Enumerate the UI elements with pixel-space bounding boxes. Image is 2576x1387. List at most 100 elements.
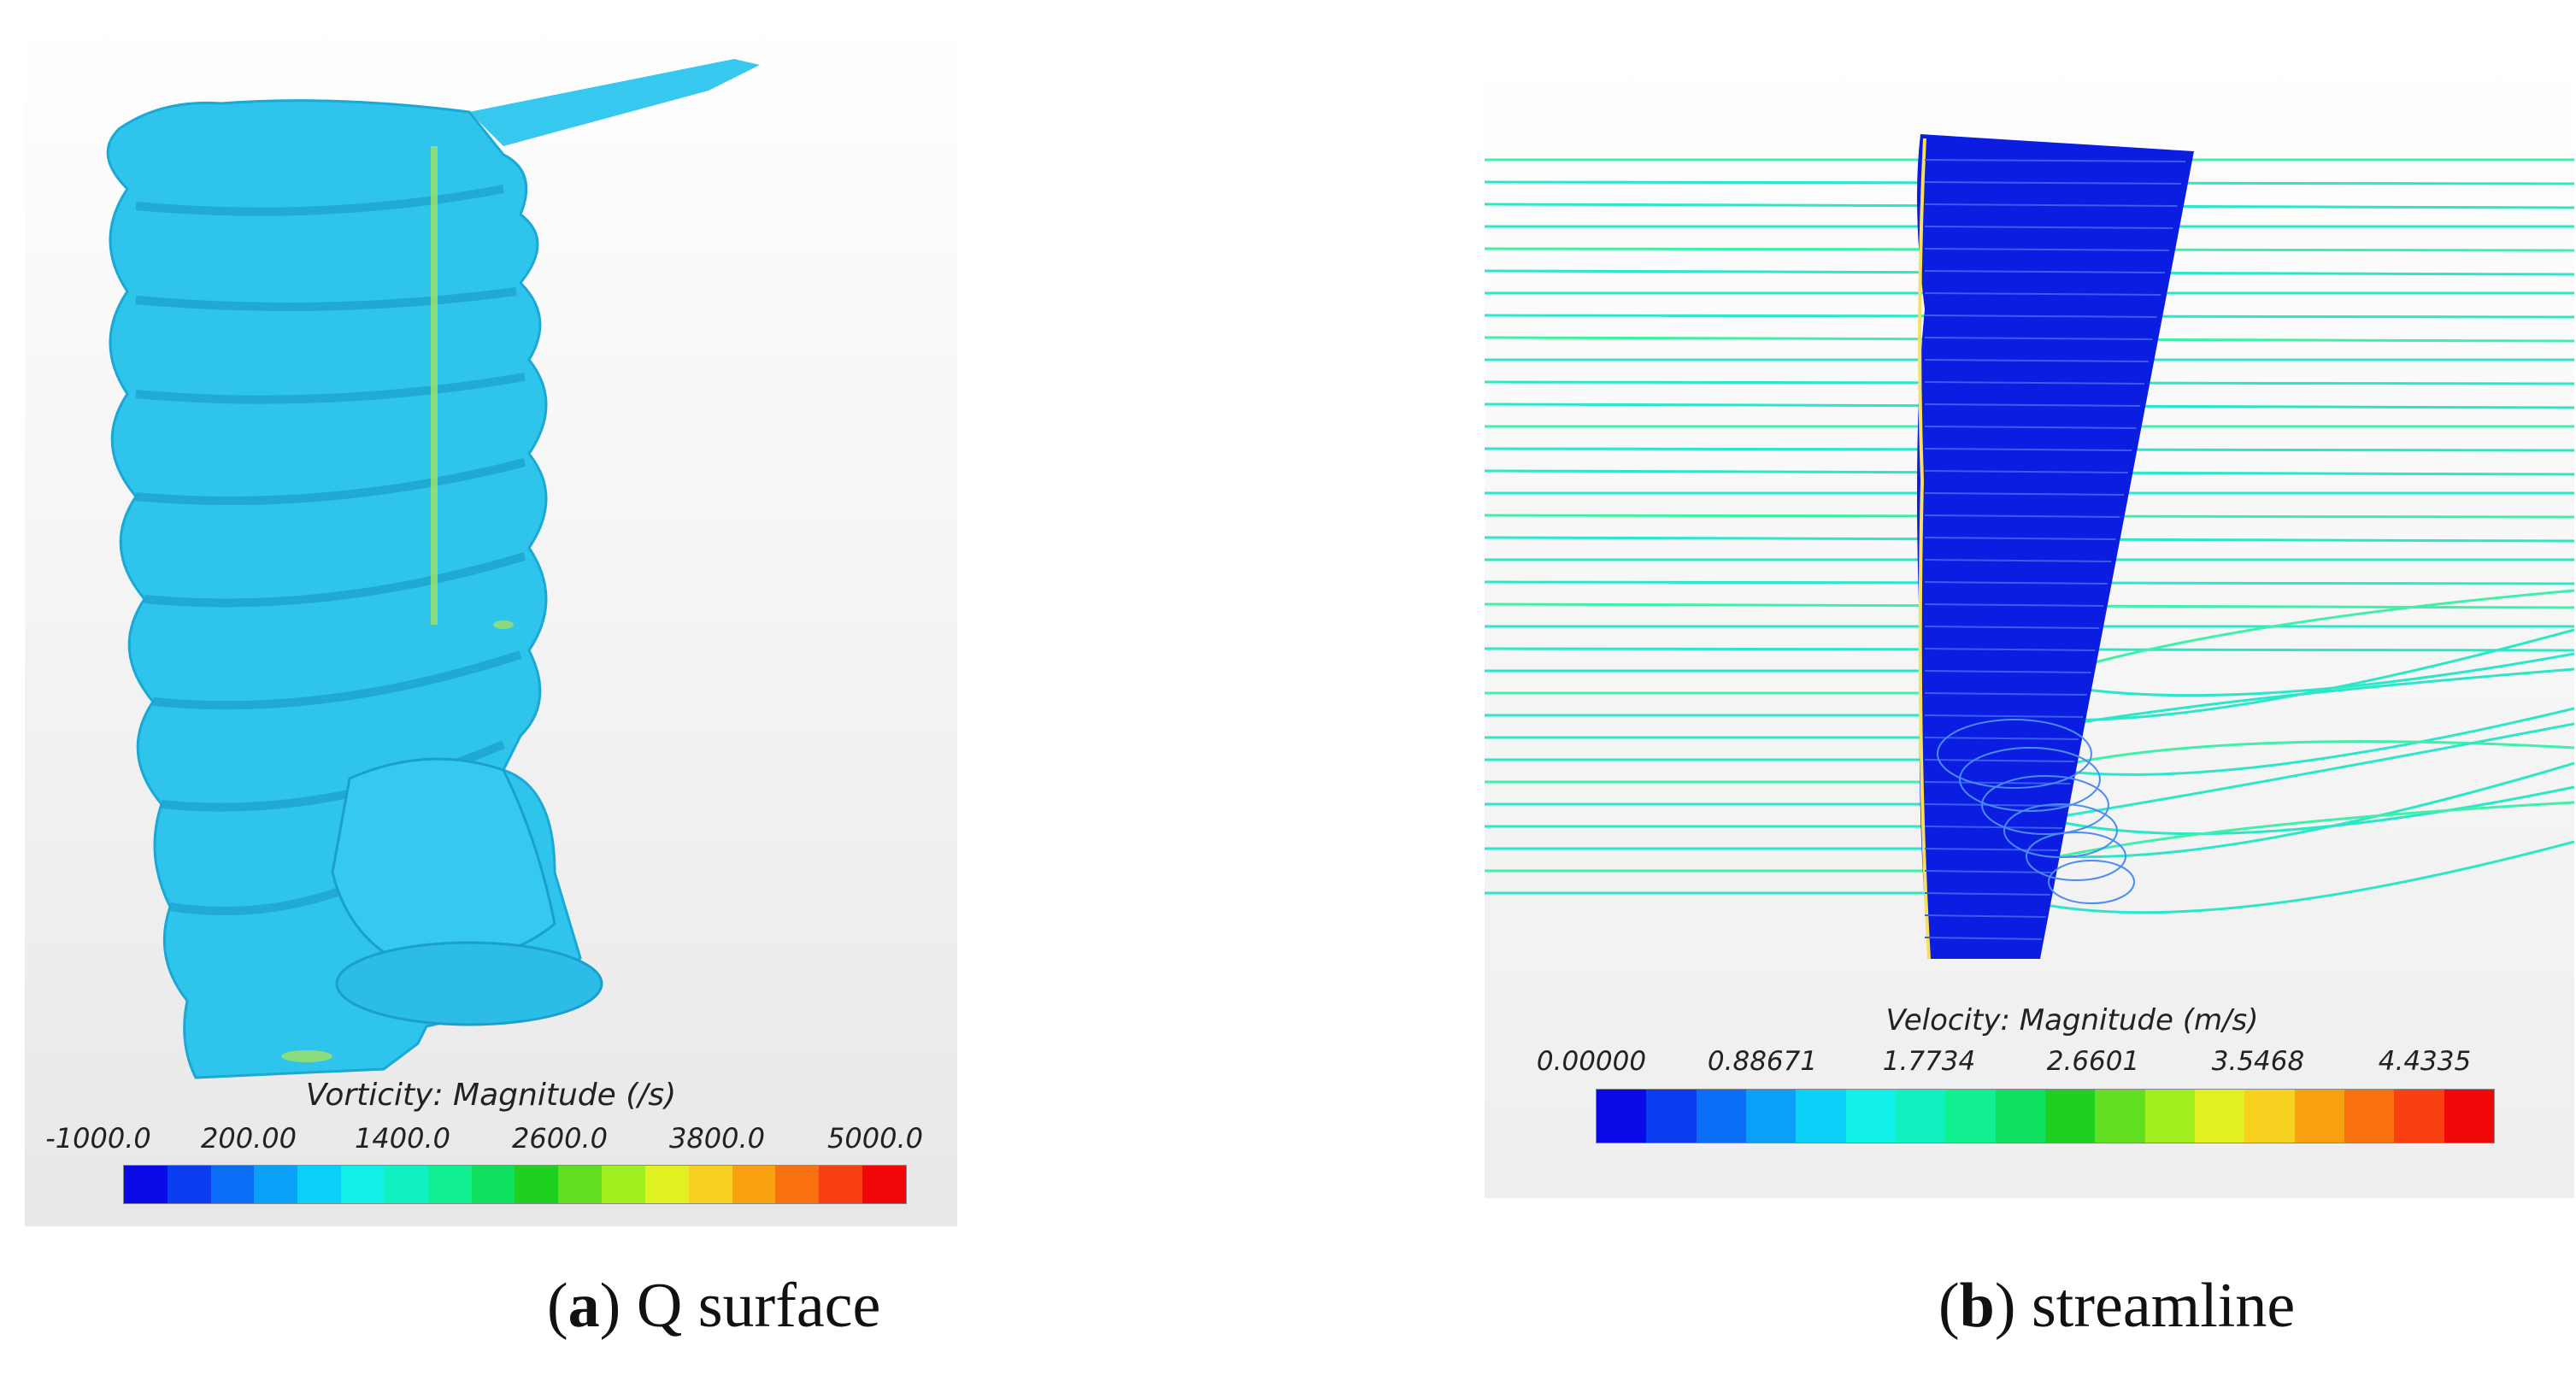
caption-b: (b) streamline xyxy=(1938,1271,2296,1341)
vortex-loop xyxy=(1937,719,2092,789)
colorbar-segment xyxy=(558,1166,603,1203)
blade-streamline xyxy=(1924,892,2050,896)
blade-streamline xyxy=(1924,381,2145,385)
colorbar-segment xyxy=(602,1166,645,1203)
colorbar-segment xyxy=(515,1166,559,1203)
colorbar-segment xyxy=(819,1166,863,1203)
blade-streamline xyxy=(1924,670,2091,673)
vortex-loop xyxy=(1981,775,2109,835)
blade-streamline xyxy=(1924,692,2087,696)
blade-streamline xyxy=(1924,626,2100,629)
colorbar-segment xyxy=(2194,1090,2245,1143)
colorbar-segment xyxy=(1895,1090,1946,1143)
q-surface-render xyxy=(25,18,957,1226)
colorbar-segment xyxy=(644,1166,689,1203)
colorbar-segment xyxy=(775,1166,820,1203)
streamline-render xyxy=(1485,53,2574,1198)
tip-vortex xyxy=(1937,719,2135,904)
colorbar xyxy=(123,1165,907,1204)
colorbar-tick: 2.6601 xyxy=(2046,1046,2140,1077)
colorbar-tick: 200.00 xyxy=(201,1122,297,1155)
colorbar-tick: 1400.0 xyxy=(355,1122,450,1155)
vortex-loop xyxy=(1959,747,2101,812)
colorbar-tick: 3.5468 xyxy=(2211,1046,2305,1077)
colorbar-segment xyxy=(2095,1090,2145,1143)
colorbar-segment xyxy=(732,1166,776,1203)
colorbar-segment xyxy=(862,1166,906,1203)
colorbar-segment xyxy=(2244,1090,2295,1143)
colorbar-segment xyxy=(427,1166,472,1203)
blade xyxy=(1917,134,2194,959)
blade-streamlines xyxy=(1924,159,2186,940)
colorbar-segment xyxy=(2444,1090,2494,1143)
blade-streamline xyxy=(1924,537,2116,540)
caption-text: streamline xyxy=(2031,1271,2296,1341)
colorbar-tick: 3800.0 xyxy=(669,1122,765,1155)
blade-streamline xyxy=(1924,737,2079,740)
colorbar-title: Velocity: Magnitude (m/s) xyxy=(1885,1003,2259,1037)
colorbar-segment xyxy=(2394,1090,2444,1143)
hub-vortex-base xyxy=(335,941,603,1026)
hub-vortex xyxy=(331,757,556,968)
colorbar-segment xyxy=(1995,1090,2045,1143)
blade-streamline xyxy=(1924,714,2084,718)
caption-letter: b xyxy=(1959,1271,1995,1341)
blade-streamline xyxy=(1924,514,2120,518)
blade-streamline xyxy=(1924,337,2153,340)
colorbar-segment xyxy=(124,1166,168,1203)
colorbar-segment xyxy=(297,1166,342,1203)
colorbar-segment xyxy=(1597,1090,1647,1143)
colorbar-tick: 0.88671 xyxy=(1707,1046,1818,1077)
blade-streamline xyxy=(1924,870,2055,873)
colorbar-segment xyxy=(210,1166,255,1203)
caption-a: (a) Q surface xyxy=(547,1271,881,1341)
blade-streamline xyxy=(1924,648,2096,651)
colorbar-tick: -1000.0 xyxy=(45,1122,151,1155)
colorbar-tick: 1.7734 xyxy=(1882,1046,1976,1077)
colorbar-segment xyxy=(2344,1090,2395,1143)
colorbar-segment xyxy=(167,1166,211,1203)
colorbar-title: Vorticity: Magnitude (/s) xyxy=(305,1078,677,1113)
colorbar-segment xyxy=(2144,1090,2195,1143)
colorbar-segment xyxy=(688,1166,732,1203)
blade-streamline xyxy=(1924,226,2173,229)
colorbar-tick: 2600.0 xyxy=(512,1122,608,1155)
blade-streamline xyxy=(1924,937,2043,940)
blade-streamline xyxy=(1924,781,2071,785)
blade-streamline xyxy=(1924,203,2178,207)
vortex-tail xyxy=(469,59,760,146)
blade-streamline xyxy=(1924,470,2128,473)
colorbar-segment xyxy=(1945,1090,1996,1143)
blade-streamline xyxy=(1924,359,2149,362)
blade-streamline xyxy=(1924,603,2104,607)
colorbar-segment xyxy=(471,1166,515,1203)
blade-streamline xyxy=(1924,848,2059,851)
blade-streamline xyxy=(1924,492,2125,496)
vortex-loop xyxy=(2048,860,2135,904)
blade-streamline xyxy=(1924,403,2141,407)
blade-streamline xyxy=(1924,248,2169,251)
colorbar-segment xyxy=(1845,1090,1896,1143)
colorbar-segment xyxy=(1745,1090,1797,1143)
colorbar-segment xyxy=(1796,1090,1846,1143)
blade-leading-edge xyxy=(1918,138,1931,960)
panel-q-surface: Vorticity: Magnitude (/s) -1000.0 200.00… xyxy=(25,18,957,1226)
colorbar-segment xyxy=(2294,1090,2344,1143)
vortex-loop xyxy=(2026,832,2126,881)
blade-streamline xyxy=(1924,292,2161,296)
vortex-loop xyxy=(2003,803,2118,858)
colorbar-tick: 5000.0 xyxy=(827,1122,923,1155)
blade-streamline xyxy=(1924,159,2186,162)
colorbar-segment xyxy=(1646,1090,1697,1143)
blade-streamline xyxy=(1924,559,2112,562)
colorbar xyxy=(1596,1089,2495,1143)
blade-streamline xyxy=(1924,759,2075,762)
blade-streamline xyxy=(1924,270,2166,273)
blade-streamline xyxy=(1924,448,2132,451)
colorbar-segment xyxy=(2044,1090,2096,1143)
blade-streamline xyxy=(1924,914,2046,918)
caption-letter: a xyxy=(568,1271,600,1341)
blade-streamline xyxy=(1924,826,2063,829)
colorbar-segment xyxy=(254,1166,298,1203)
colorbar-ticks: -1000.0 200.00 1400.0 2600.0 3800.0 5000… xyxy=(25,1122,957,1156)
